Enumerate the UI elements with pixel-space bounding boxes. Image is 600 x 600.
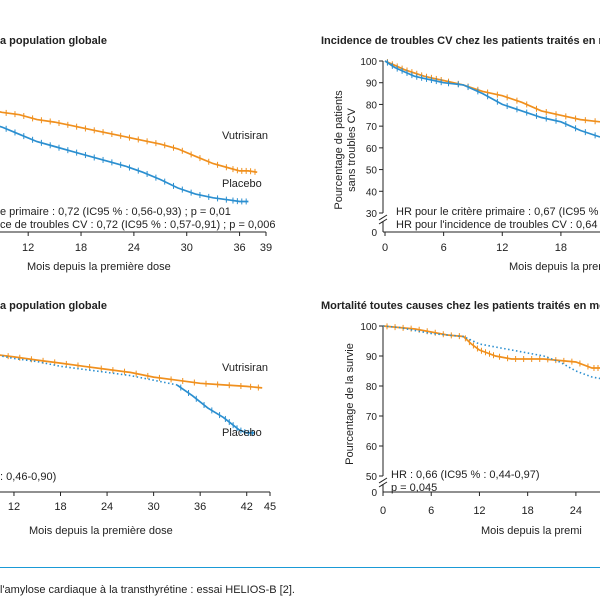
y-tick-label: 70 (366, 122, 378, 133)
x-tick-label: 42 (241, 501, 253, 513)
x-tick-label: 36 (194, 501, 206, 513)
x-tick-label: 0 (382, 242, 388, 254)
x-tick-label: 18 (522, 505, 534, 517)
y-tick-label: 100 (360, 57, 377, 68)
series-label: Vutrisiran (222, 130, 268, 142)
chart-title: Incidence de troubles CV chez les patien… (321, 35, 600, 47)
x-tick-label: 24 (570, 505, 582, 517)
figure-caption: l'amylose cardiaque à la transthyrétine … (0, 584, 295, 596)
y-axis-label: sans troubles CV (346, 107, 358, 191)
chart-panel-4: Mortalité toutes causes chez les patient… (321, 300, 600, 537)
chart-title: a population globale (0, 35, 107, 47)
x-tick-label: 12 (496, 242, 508, 254)
chart-title: a population globale (0, 300, 107, 312)
chart-annotation: e primaire : 0,72 (IC95 % : 0,56-0,93) ;… (0, 206, 231, 218)
series-label: Placebo (222, 427, 262, 439)
x-tick-label: 18 (555, 242, 567, 254)
y-tick-label: 70 (366, 412, 378, 423)
axis-break-mark (378, 218, 388, 225)
x-axis-label: Mois depuis la première dose (29, 525, 173, 537)
x-axis-label: Mois depuis la première dose (27, 261, 171, 273)
chart-annotation: : 0,46-0,90) (0, 471, 56, 483)
chart-panel-2: Incidence de troubles CV chez les patien… (321, 35, 600, 273)
y-tick-label: 60 (366, 442, 378, 453)
y-axis-label: Pourcentage de la survie (344, 343, 356, 465)
series-line-placebo (0, 125, 249, 203)
series-label: Placebo (222, 178, 262, 190)
chart-annotation: HR pour l'incidence de troubles CV : 0,6… (396, 219, 597, 231)
x-tick-label: 6 (428, 505, 434, 517)
x-tick-label: 18 (54, 501, 66, 513)
series-label: Vutrisiran (222, 362, 268, 374)
caption-rule (0, 567, 600, 568)
x-tick-label: 30 (147, 501, 159, 513)
chart-annotation: ce de troubles CV : 0,72 (IC95 % : 0,57-… (0, 219, 275, 231)
axis-break-mark (378, 214, 388, 221)
series-line-vutrisiran (384, 60, 600, 123)
chart-panel-3: a population globale 12 18 24 30 36 42 45 Mois d… (0, 300, 276, 537)
series-line-vutrisiran (0, 354, 263, 389)
y-tick-label: 40 (366, 187, 378, 198)
y-tick-label: 60 (366, 144, 378, 155)
chart-annotation: HR pour le critère primaire : 0,67 (IC95… (396, 206, 599, 218)
x-tick-label: 0 (380, 505, 386, 517)
chart-title: Mortalité toutes causes chez les patient… (321, 300, 600, 312)
y-tick-label-zero: 0 (371, 488, 377, 499)
x-tick-label: 24 (101, 501, 113, 513)
chart-annotation: HR : 0,66 (IC95 % : 0,44-0,97) (391, 469, 540, 481)
y-tick-label: 90 (366, 79, 378, 90)
x-tick-label: 12 (8, 501, 20, 513)
x-axis-label: Mois depuis la premi (509, 261, 600, 273)
axis-break-mark (378, 481, 388, 488)
y-axis-label: Pourcentage de patients (333, 90, 345, 210)
x-tick-label: 45 (264, 501, 276, 513)
series-line-placebo (384, 60, 600, 138)
x-tick-label: 12 (22, 242, 34, 254)
y-tick-label: 100 (360, 322, 377, 333)
series-line-vutrisiran (382, 325, 600, 369)
series-line-placebo (176, 384, 255, 434)
y-tick-label: 50 (366, 472, 378, 483)
x-tick-label: 36 (233, 242, 245, 254)
y-tick-label: 80 (366, 100, 378, 111)
axis-break-mark (378, 477, 388, 484)
series-line-placebo (0, 354, 178, 386)
x-tick-label: 24 (128, 242, 140, 254)
y-tick-label: 80 (366, 382, 378, 393)
chart-annotation: p = 0,045 (391, 482, 437, 494)
series-line-vutrisiran (0, 111, 258, 174)
series-line-placebo (382, 325, 600, 380)
x-tick-label: 39 (260, 242, 272, 254)
y-tick-label: 90 (366, 352, 378, 363)
chart-panel-1: a population globale 12 18 24 30 36 39 Mois dep… (0, 35, 275, 273)
y-tick-label: 30 (366, 209, 378, 220)
y-tick-label-zero: 0 (371, 228, 377, 239)
x-tick-label: 12 (473, 505, 485, 517)
x-tick-label: 18 (75, 242, 87, 254)
x-tick-label: 6 (441, 242, 447, 254)
y-tick-label: 50 (366, 166, 378, 177)
x-axis-label: Mois depuis la premi (481, 525, 582, 537)
x-tick-label: 30 (181, 242, 193, 254)
